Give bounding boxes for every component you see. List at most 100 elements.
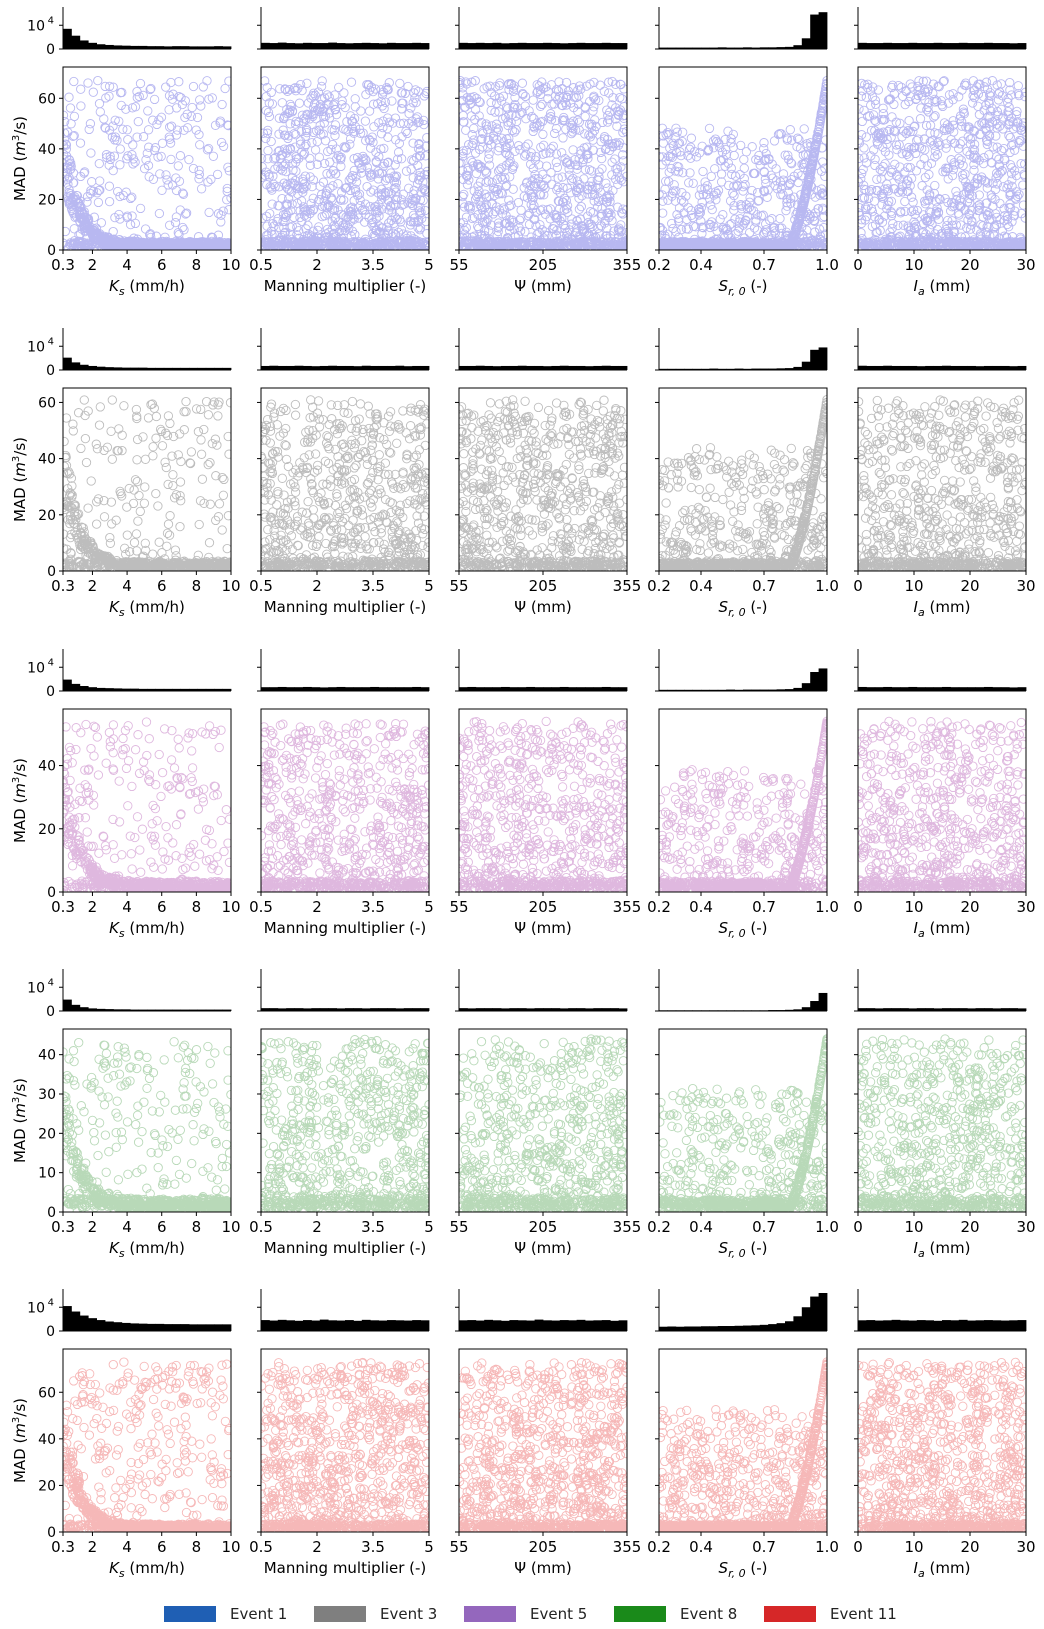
histogram-bar (802, 362, 811, 370)
histogram-bar (942, 43, 951, 49)
x-axis-label: Sr, 0 (-) (719, 1239, 768, 1260)
scatter: 0.2 0.4 0.7 1.0Sr, 0 (-) (647, 67, 839, 298)
x-tick-label: 0.5 (249, 256, 273, 274)
histogram-bar (585, 687, 594, 691)
panel-5-sr0: 0.2 0.4 0.7 1.0Sr, 0 (-) (647, 1289, 839, 1580)
histogram-bar (63, 29, 72, 49)
histogram-bar (619, 1320, 628, 1331)
scatter-markers (655, 1358, 831, 1536)
x-tick-label: 2 (312, 898, 322, 916)
histogram-bar (303, 1320, 312, 1331)
histogram-bar (892, 43, 901, 49)
histogram-bar (387, 687, 396, 691)
histogram-bar (917, 43, 926, 49)
histogram-bar (88, 366, 97, 370)
scatter-points (59, 718, 235, 896)
histogram (455, 969, 627, 1011)
scatter-points (257, 396, 433, 575)
histogram: 010 4 (27, 649, 231, 700)
x-tick-label: 1.0 (815, 577, 839, 595)
histogram-bar (421, 687, 430, 691)
x-axis-label: Ia (mm) (914, 1559, 971, 1580)
x-tick-label: 4 (122, 1218, 132, 1236)
x-tick-label: 10 (221, 256, 240, 274)
histogram-bar (1018, 43, 1027, 49)
histogram-bar (560, 687, 569, 691)
histogram-bar (543, 1320, 552, 1331)
histogram-bar (172, 1324, 181, 1331)
x-tick-label: 3.5 (361, 1218, 385, 1236)
histogram (854, 7, 1026, 49)
histogram-bar (122, 46, 131, 49)
histogram-bar (412, 366, 421, 370)
scatter-markers (655, 717, 831, 896)
x-tick-label: 5 (424, 256, 434, 274)
histogram-bar (311, 1321, 320, 1331)
scatter-markers (455, 1035, 631, 1216)
histogram-bar (560, 366, 569, 370)
histogram-bar (286, 1320, 295, 1331)
legend-swatch (614, 1606, 666, 1622)
histogram-bar (917, 687, 926, 691)
histogram-bar (459, 1320, 468, 1331)
histogram-bar (875, 366, 884, 370)
scatter-markers (257, 396, 433, 575)
histogram-bar (992, 687, 1001, 691)
x-tick-label: 8 (192, 577, 202, 595)
histogram-bar (684, 1326, 693, 1331)
histogram-bar (819, 668, 828, 691)
legend-swatch (314, 1606, 366, 1622)
histogram-bar (63, 358, 72, 370)
scatter-points (59, 1358, 235, 1535)
histogram-bar (543, 43, 552, 49)
histogram-bar (726, 1326, 735, 1331)
histogram-bar (303, 43, 312, 49)
x-tick-label: 205 (529, 898, 558, 916)
histogram-bar (362, 1320, 371, 1331)
histogram (655, 969, 827, 1011)
hist-tick-label-zero: 0 (46, 684, 55, 700)
histogram: 010 4 (27, 969, 231, 1020)
x-tick-label: 0.7 (752, 1538, 776, 1556)
histogram-bar (875, 1321, 884, 1331)
scatter-points (655, 717, 831, 896)
x-tick-label: 2 (88, 898, 98, 916)
histogram-bar (362, 687, 371, 691)
histogram-bar (568, 43, 577, 49)
histogram-bar (476, 1321, 485, 1331)
scatter-points (455, 717, 631, 896)
histogram-bar (950, 366, 959, 370)
histogram-bar (883, 687, 892, 691)
histogram-bar (568, 366, 577, 370)
histogram-bar (984, 1320, 993, 1331)
scatter-points (257, 1358, 433, 1536)
histogram-bar (261, 1320, 270, 1331)
histogram (455, 7, 627, 49)
histogram-bar (950, 1320, 959, 1331)
x-axis-label: Manning multiplier (-) (264, 919, 427, 937)
x-tick-label: 55 (449, 256, 468, 274)
histogram-bar (370, 43, 379, 49)
x-tick-label: 355 (613, 1538, 642, 1556)
histogram-bar (560, 43, 569, 49)
histogram-bar (501, 366, 510, 370)
histogram (257, 328, 429, 370)
histogram-bar (551, 43, 560, 49)
x-tick-label: 0.3 (51, 256, 75, 274)
x-tick-label: 6 (157, 256, 167, 274)
x-tick-label: 0.5 (249, 1218, 273, 1236)
scatter-points (455, 1035, 631, 1216)
histogram-bar (261, 687, 270, 691)
histogram-bar (819, 1293, 828, 1331)
histogram-bar (568, 1320, 577, 1331)
histogram-bar (735, 1326, 744, 1331)
histogram-bar (164, 1324, 173, 1331)
histogram (257, 649, 429, 691)
y-tick-label: 20 (38, 508, 56, 524)
x-tick-label: 2 (312, 1218, 322, 1236)
histogram-bar (484, 43, 493, 49)
x-tick-label: 30 (1016, 1218, 1035, 1236)
